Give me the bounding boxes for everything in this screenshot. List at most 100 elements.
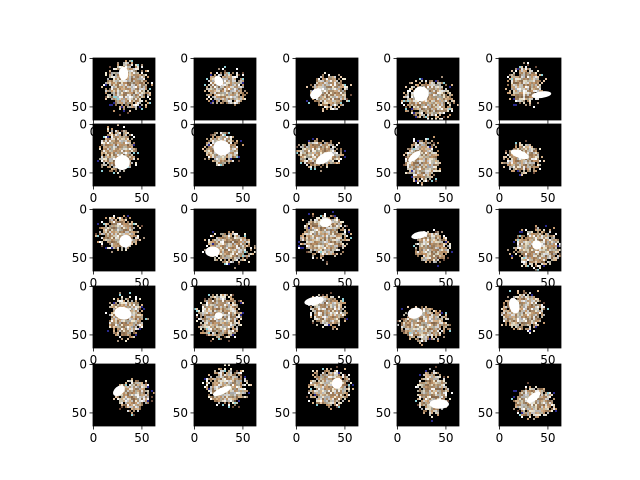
x-tick-label: 50	[438, 431, 453, 445]
y-tick-label: 50	[173, 328, 188, 342]
panel-axes-frame	[498, 363, 562, 427]
panel-axes-frame	[92, 57, 156, 121]
generated-image-pixels	[306, 366, 354, 410]
x-tick-label: 0	[293, 353, 301, 367]
y-tick-label: 50	[173, 251, 188, 265]
y-tick-label: 50	[72, 166, 87, 180]
y-tick-label: 50	[275, 166, 290, 180]
panel-axes-frame	[498, 285, 562, 349]
x-tick-label: 50	[438, 191, 453, 205]
x-tick-label: 50	[438, 353, 453, 367]
panel-axes-frame	[92, 208, 156, 272]
x-tick-label: 50	[337, 191, 352, 205]
y-tick-label: 50	[275, 100, 290, 114]
generated-image-pixels	[401, 76, 459, 120]
y-tick-label: 0	[383, 117, 391, 131]
generated-image-pixels	[505, 62, 552, 108]
x-tick-label: 50	[235, 431, 250, 445]
panel-axes-frame	[92, 285, 156, 349]
x-tick-label: 0	[293, 431, 301, 445]
y-tick-label: 50	[173, 166, 188, 180]
generated-image-pixels	[511, 382, 557, 420]
y-tick-label: 50	[376, 251, 391, 265]
x-tick-label: 0	[90, 191, 98, 205]
x-tick-label: 0	[496, 353, 504, 367]
panel-axes-frame	[295, 363, 359, 427]
y-tick-label: 50	[376, 166, 391, 180]
generated-image-pixels	[204, 66, 248, 106]
generated-image-pixels	[306, 72, 352, 112]
panel-axes-frame	[193, 363, 257, 427]
y-tick-label: 0	[485, 279, 493, 293]
generated-image-pixels	[97, 124, 139, 178]
x-tick-label: 50	[540, 353, 555, 367]
generated-image-pixels	[411, 229, 453, 267]
x-tick-label: 0	[293, 276, 301, 290]
x-tick-label: 0	[191, 353, 199, 367]
x-tick-label: 0	[191, 276, 199, 290]
generated-image-pixels	[113, 378, 155, 416]
panel-axes-frame	[193, 208, 257, 272]
y-tick-label: 50	[72, 406, 87, 420]
generated-image-pixels	[202, 364, 252, 408]
generated-image-pixels	[507, 225, 561, 271]
y-tick-label: 50	[275, 251, 290, 265]
y-tick-label: 50	[173, 100, 188, 114]
generated-image-pixels	[194, 294, 244, 342]
x-tick-label: 50	[134, 431, 149, 445]
y-tick-label: 0	[383, 51, 391, 65]
generated-image-pixels	[202, 132, 244, 166]
y-tick-label: 50	[478, 328, 493, 342]
generated-image-pixels	[501, 140, 545, 176]
y-tick-label: 0	[485, 202, 493, 216]
generated-image-pixels	[298, 211, 352, 265]
y-tick-label: 50	[72, 251, 87, 265]
x-tick-label: 0	[496, 191, 504, 205]
x-tick-label: 50	[540, 431, 555, 445]
y-tick-label: 0	[180, 279, 188, 293]
generated-image-pixels	[501, 290, 549, 334]
panel-axes-frame	[193, 285, 257, 349]
y-tick-label: 0	[79, 279, 87, 293]
panel-axes-frame	[295, 208, 359, 272]
y-tick-label: 50	[72, 328, 87, 342]
y-tick-label: 0	[282, 51, 290, 65]
x-tick-label: 0	[90, 276, 98, 290]
y-tick-label: 50	[478, 406, 493, 420]
y-tick-label: 50	[478, 251, 493, 265]
panel-axes-frame	[396, 57, 460, 121]
x-tick-label: 50	[235, 191, 250, 205]
y-tick-label: 50	[376, 328, 391, 342]
panel-axes-frame	[193, 123, 257, 187]
y-tick-label: 0	[180, 357, 188, 371]
y-tick-label: 0	[485, 117, 493, 131]
x-tick-label: 0	[394, 276, 402, 290]
generated-image-pixels	[202, 231, 256, 269]
y-tick-label: 0	[282, 279, 290, 293]
panel-axes-frame	[396, 363, 460, 427]
y-tick-label: 0	[383, 357, 391, 371]
generated-image-pixels	[397, 306, 451, 346]
x-tick-label: 0	[496, 276, 504, 290]
y-tick-label: 0	[79, 357, 87, 371]
generated-image-pixels	[304, 292, 348, 330]
panel-axes-frame	[92, 123, 156, 187]
generated-image-pixels	[403, 136, 441, 186]
x-tick-label: 0	[293, 191, 301, 205]
